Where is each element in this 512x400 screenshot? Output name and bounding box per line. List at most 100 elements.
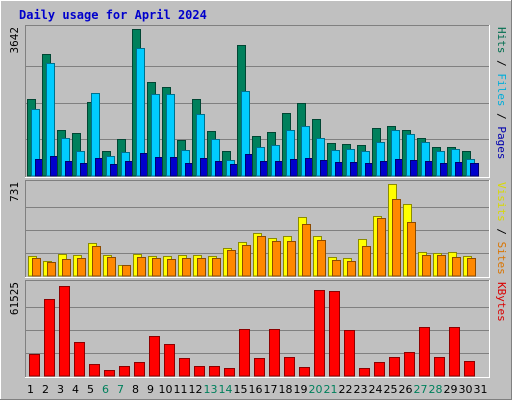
legend-hits: Hits: [495, 27, 508, 54]
day-label-31: 31: [474, 383, 488, 396]
day-label-16: 16: [249, 383, 263, 396]
day-label-4: 4: [72, 383, 79, 396]
bar-kbytes-day-25: [389, 357, 400, 377]
bar-sites-day-25: [392, 199, 401, 277]
day-label-12: 12: [189, 383, 203, 396]
bar-sites-day-7: [122, 265, 131, 277]
bar-kbytes-day-18: [284, 357, 295, 377]
day-label-14: 14: [219, 383, 233, 396]
day-label-3: 3: [57, 383, 64, 396]
bar-kbytes-day-14: [224, 368, 235, 377]
bar-kbytes-day-1: [29, 354, 40, 377]
legend-separator: /: [495, 54, 508, 74]
day-label-29: 29: [444, 383, 458, 396]
day-label-7: 7: [117, 383, 124, 396]
bar-kbytes-day-5: [89, 364, 100, 377]
bar-sites-day-9: [152, 258, 161, 277]
day-label-21: 21: [324, 383, 338, 396]
bar-sites-day-13: [212, 258, 221, 277]
bar-sites-day-1: [32, 258, 41, 277]
bar-sites-day-29: [452, 257, 461, 277]
bar-kbytes-day-8: [134, 362, 145, 377]
day-label-25: 25: [384, 383, 398, 396]
panel-1: 3642 Hits / Files / Pages: [8, 25, 508, 178]
day-label-18: 18: [279, 383, 293, 396]
bar-sites-day-8: [137, 257, 146, 277]
panel-2: 731 Visits / Sites: [8, 180, 508, 278]
day-label-30: 30: [459, 383, 473, 396]
bar-sites-day-15: [242, 245, 251, 277]
bar-kbytes-day-11: [179, 358, 190, 377]
bar-kbytes-day-27: [419, 327, 430, 377]
bar-sites-day-30: [467, 258, 476, 277]
legend-separator: /: [495, 222, 508, 242]
bar-pages-day-30: [470, 163, 479, 177]
y-max-label: 3642: [8, 27, 21, 54]
panel-legend: KBytes: [495, 282, 508, 322]
bar-kbytes-day-17: [269, 329, 280, 377]
bar-sites-day-17: [272, 241, 281, 277]
day-label-26: 26: [399, 383, 413, 396]
day-label-28: 28: [429, 383, 443, 396]
day-label-6: 6: [102, 383, 109, 396]
bar-kbytes-day-16: [254, 358, 265, 377]
legend-text: KBytes: [495, 282, 508, 322]
legend-kbytes: KBytes: [495, 282, 508, 322]
bar-kbytes-day-10: [164, 344, 175, 377]
bar-sites-day-14: [227, 250, 236, 277]
bar-kbytes-day-28: [434, 357, 445, 377]
day-label-11: 11: [174, 383, 188, 396]
bar-kbytes-day-21: [329, 291, 340, 377]
day-label-23: 23: [354, 383, 368, 396]
bar-sites-day-16: [257, 236, 266, 277]
bar-sites-day-19: [302, 224, 311, 277]
bar-kbytes-day-9: [149, 336, 160, 377]
day-label-19: 19: [294, 383, 308, 396]
legend-text: Hits / Files / Pages: [495, 27, 508, 160]
bar-sites-day-5: [92, 246, 101, 277]
legend-files: Files: [495, 73, 508, 106]
day-label-2: 2: [42, 383, 49, 396]
bar-kbytes-day-13: [209, 366, 220, 377]
bar-sites-day-27: [422, 255, 431, 277]
bar-sites-day-6: [107, 257, 116, 277]
bar-sites-day-3: [62, 259, 71, 277]
day-label-10: 10: [159, 383, 173, 396]
chart-title: Daily usage for April 2024: [19, 8, 207, 22]
bar-kbytes-day-19: [299, 367, 310, 377]
bar-sites-day-10: [167, 259, 176, 277]
bar-kbytes-day-6: [104, 370, 115, 377]
panel-legend: Visits / Sites: [495, 182, 508, 275]
bar-kbytes-day-2: [44, 299, 55, 377]
bar-sites-day-24: [377, 218, 386, 277]
legend-separator: /: [495, 107, 508, 127]
day-label-20: 20: [309, 383, 323, 396]
day-label-17: 17: [264, 383, 278, 396]
bar-sites-day-22: [347, 261, 356, 277]
panel-3: 61525 KBytes: [8, 280, 508, 378]
legend-text: Visits / Sites: [495, 182, 508, 275]
bar-sites-day-26: [407, 222, 416, 277]
bar-kbytes-day-20: [314, 290, 325, 377]
bar-sites-day-23: [362, 246, 371, 277]
day-label-24: 24: [369, 383, 383, 396]
bar-kbytes-day-4: [74, 342, 85, 377]
bar-sites-day-12: [197, 258, 206, 277]
day-label-27: 27: [414, 383, 428, 396]
bar-sites-day-4: [77, 258, 86, 277]
bar-kbytes-day-23: [359, 368, 370, 377]
day-label-9: 9: [147, 383, 154, 396]
bar-kbytes-day-30: [464, 361, 475, 377]
bar-kbytes-day-7: [119, 366, 130, 377]
bar-sites-day-21: [332, 260, 341, 277]
bar-sites-day-28: [437, 255, 446, 277]
legend-sites: Sites: [495, 242, 508, 275]
bar-kbytes-day-15: [239, 329, 250, 377]
day-label-22: 22: [339, 383, 353, 396]
bar-kbytes-day-3: [59, 286, 70, 377]
day-label-13: 13: [204, 383, 218, 396]
day-axis-labels: 1 2 3 4 5 6 7 8 9 10 11 12 13 14 15 16 17 18 19 20 21 22 23 24 2…: [27, 383, 488, 396]
bar-sites-day-11: [182, 258, 191, 277]
